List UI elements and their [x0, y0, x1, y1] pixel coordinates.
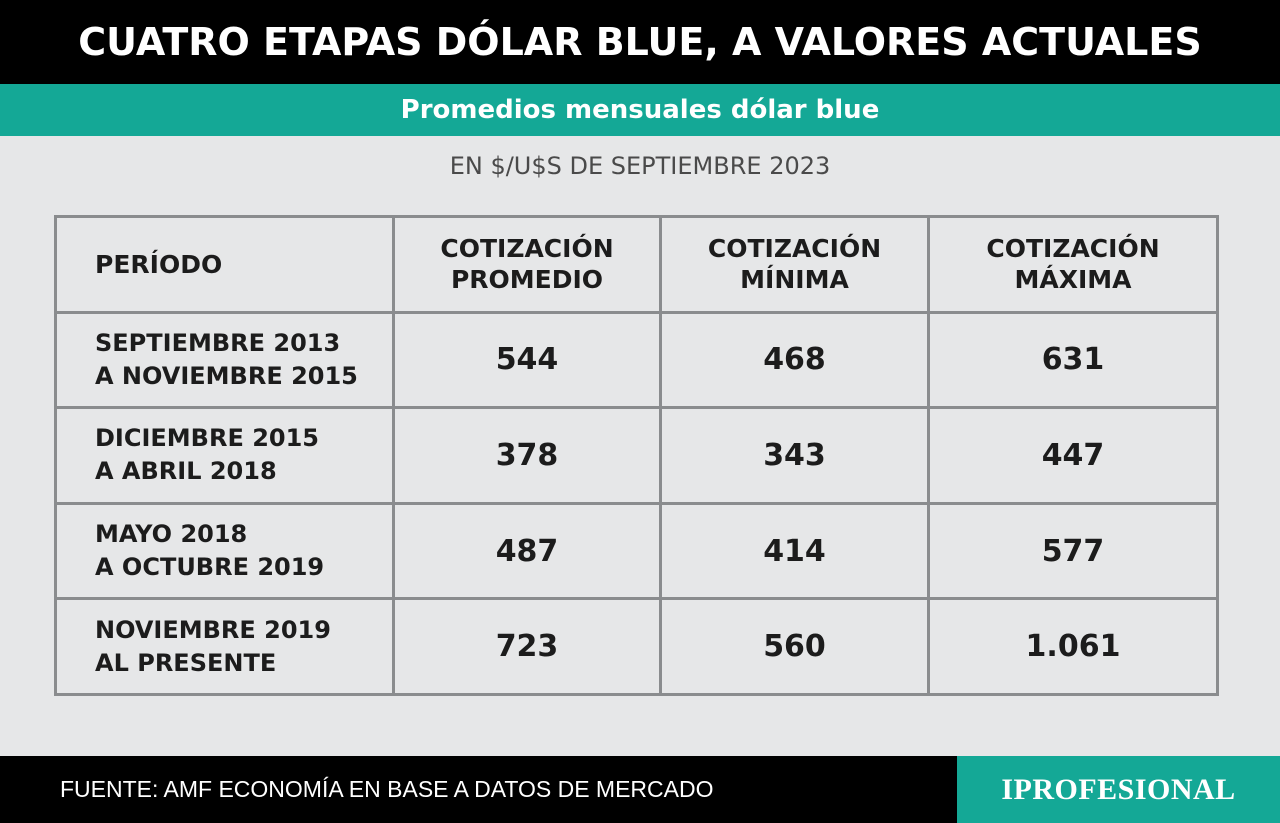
brand-logo: IPROFESIONAL: [957, 756, 1280, 823]
promedio-cell: 378: [392, 406, 662, 505]
period-cell: MAYO 2018 A OCTUBRE 2019: [54, 501, 395, 601]
table-row: SEPTIEMBRE 2013 A NOVIEMBRE 2015 544 468…: [54, 310, 1219, 410]
table-header-row: PERÍODO COTIZACIÓN PROMEDIO COTIZACIÓN M…: [54, 215, 1219, 314]
promedio-cell: 544: [392, 310, 662, 410]
header-promedio: COTIZACIÓN PROMEDIO: [392, 215, 662, 314]
minima-cell: 560: [659, 597, 930, 696]
minima-cell: 468: [659, 310, 930, 410]
maxima-cell: 1.061: [927, 597, 1219, 696]
table-row: MAYO 2018 A OCTUBRE 2019 487 414 577: [54, 501, 1219, 601]
promedio-cell: 723: [392, 597, 662, 696]
header-periodo: PERÍODO: [54, 215, 395, 314]
period-cell: NOVIEMBRE 2019 AL PRESENTE: [54, 597, 395, 696]
maxima-cell: 577: [927, 501, 1219, 601]
maxima-cell: 447: [927, 406, 1219, 505]
minima-cell: 414: [659, 501, 930, 601]
unit-label: EN $/U$S DE SEPTIEMBRE 2023: [449, 152, 831, 180]
header-maxima: COTIZACIÓN MÁXIMA: [927, 215, 1219, 314]
table-row: DICIEMBRE 2015 A ABRIL 2018 378 343 447: [54, 406, 1219, 505]
page-subtitle: Promedios mensuales dólar blue: [0, 84, 1280, 136]
promedio-cell: 487: [392, 501, 662, 601]
header-minima: COTIZACIÓN MÍNIMA: [659, 215, 930, 314]
data-table: PERÍODO COTIZACIÓN PROMEDIO COTIZACIÓN M…: [54, 215, 1219, 696]
minima-cell: 343: [659, 406, 930, 505]
source-note: FUENTE: AMF ECONOMÍA EN BASE A DATOS DE …: [60, 776, 714, 802]
period-cell: DICIEMBRE 2015 A ABRIL 2018: [54, 406, 395, 505]
period-cell: SEPTIEMBRE 2013 A NOVIEMBRE 2015: [54, 310, 395, 410]
footer-bar: FUENTE: AMF ECONOMÍA EN BASE A DATOS DE …: [0, 756, 1280, 823]
table-row: NOVIEMBRE 2019 AL PRESENTE 723 560 1.061: [54, 597, 1219, 696]
page-title: CUATRO ETAPAS DÓLAR BLUE, A VALORES ACTU…: [0, 0, 1280, 84]
maxima-cell: 631: [927, 310, 1219, 410]
